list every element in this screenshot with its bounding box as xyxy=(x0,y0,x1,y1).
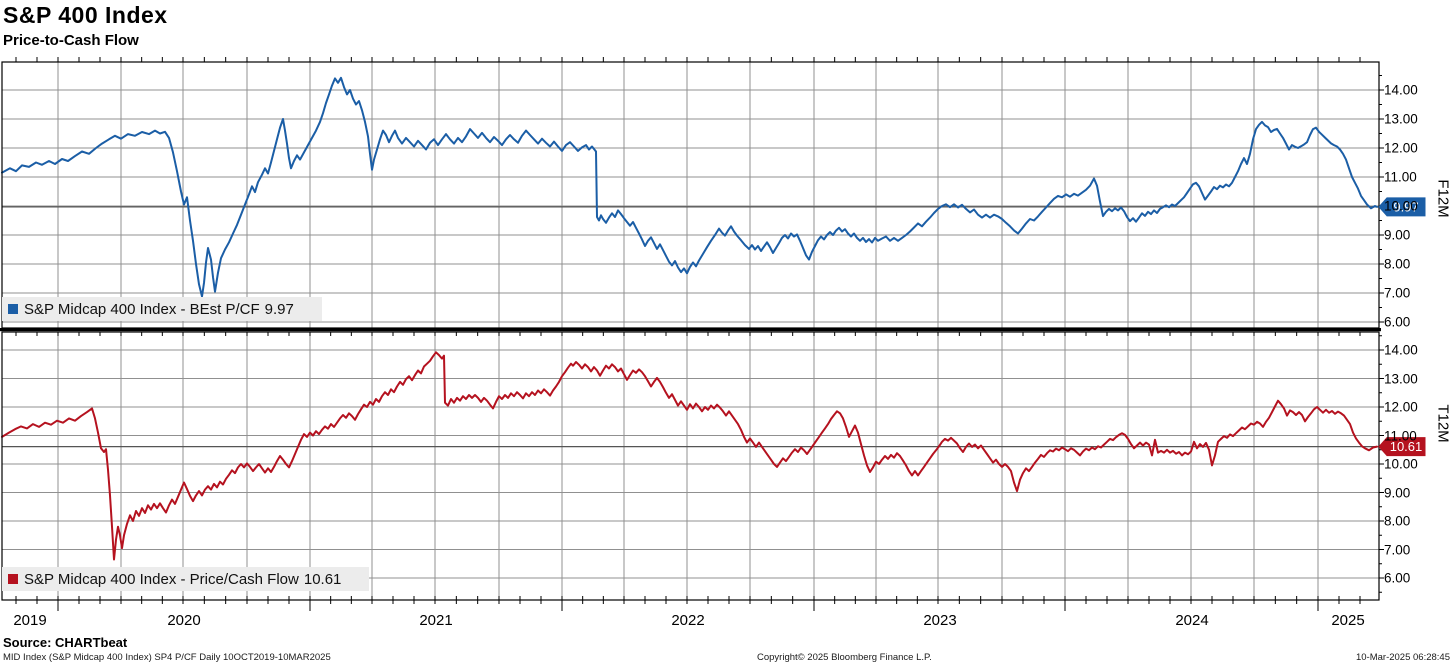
legend-bottom-panel: S&P Midcap 400 Index - Price/Cash Flow 1… xyxy=(2,567,370,591)
y-tick-label: 9.00 xyxy=(1384,227,1411,243)
panel-separator xyxy=(0,328,1381,332)
legend-top-panel: S&P Midcap 400 Index - BEst P/CF 9.97 xyxy=(2,297,322,321)
x-year-label: 2020 xyxy=(167,612,201,629)
panel-frame xyxy=(1,331,1380,601)
y-tick-label: 12.00 xyxy=(1384,140,1418,156)
y-tick-label: 12.00 xyxy=(1384,399,1418,415)
timestamp: 10-Mar-2025 06:28:45 xyxy=(1355,652,1450,663)
y-tick-label: 14.00 xyxy=(1384,82,1418,98)
chart-description: MID Index (S&P Midcap 400 Index) SP4 P/C… xyxy=(3,652,331,663)
series-line-t12m xyxy=(1,351,1378,561)
x-year-label: 2019 xyxy=(13,612,47,629)
y-tick-label: 9.00 xyxy=(1384,485,1411,500)
y-tick-label: 13.00 xyxy=(1384,111,1418,127)
y-tick-label: 13.00 xyxy=(1384,371,1418,386)
legend-bottom-value: 10.61 xyxy=(303,570,342,588)
y-tick-label: 10.00 xyxy=(1384,198,1418,214)
x-year-label: 2025 xyxy=(1331,612,1365,629)
axis-label-f12m: F12M xyxy=(1434,179,1452,218)
legend-swatch-red-icon xyxy=(8,574,18,584)
y-tick-label: 6.00 xyxy=(1384,570,1411,586)
y-tick-label: 14.00 xyxy=(1384,342,1418,358)
legend-swatch-blue-icon xyxy=(8,304,18,314)
panel-frame xyxy=(1,61,1380,329)
y-tick-label: 8.00 xyxy=(1384,513,1411,529)
series-line-f12m xyxy=(1,76,1378,298)
page-title: S&P 400 Index xyxy=(3,2,168,28)
y-tick-label: 8.00 xyxy=(1384,256,1411,272)
y-tick-label: 7.00 xyxy=(1384,542,1411,557)
y-tick-label: 7.00 xyxy=(1384,285,1411,301)
badge-value-f12m: 9.97 xyxy=(1393,199,1418,214)
axis-label-t12m: T12M xyxy=(1434,404,1452,443)
y-tick-label: 11.00 xyxy=(1384,428,1417,443)
x-year-label: 2021 xyxy=(419,612,453,629)
last-value-badge-f12m xyxy=(1378,197,1426,217)
legend-top-label: S&P Midcap 400 Index - BEst P/CF xyxy=(24,300,260,318)
source-credit: Source: CHARTbeat xyxy=(3,635,128,650)
copyright-notice: Copyright© 2025 Bloomberg Finance L.P. xyxy=(757,652,932,663)
page-subtitle: Price-to-Cash Flow xyxy=(3,32,139,49)
x-year-label: 2022 xyxy=(671,612,705,629)
last-value-badge-t12m xyxy=(1378,437,1426,457)
y-tick-label: 10.00 xyxy=(1384,456,1418,472)
badge-value-t12m: 10.61 xyxy=(1390,439,1423,454)
legend-top-value: 9.97 xyxy=(264,300,294,318)
x-year-label: 2023 xyxy=(923,612,957,629)
x-year-label: 2024 xyxy=(1175,612,1209,629)
y-tick-label: 11.00 xyxy=(1384,169,1417,185)
legend-bottom-label: S&P Midcap 400 Index - Price/Cash Flow xyxy=(24,570,299,588)
y-tick-label: 6.00 xyxy=(1384,314,1411,330)
